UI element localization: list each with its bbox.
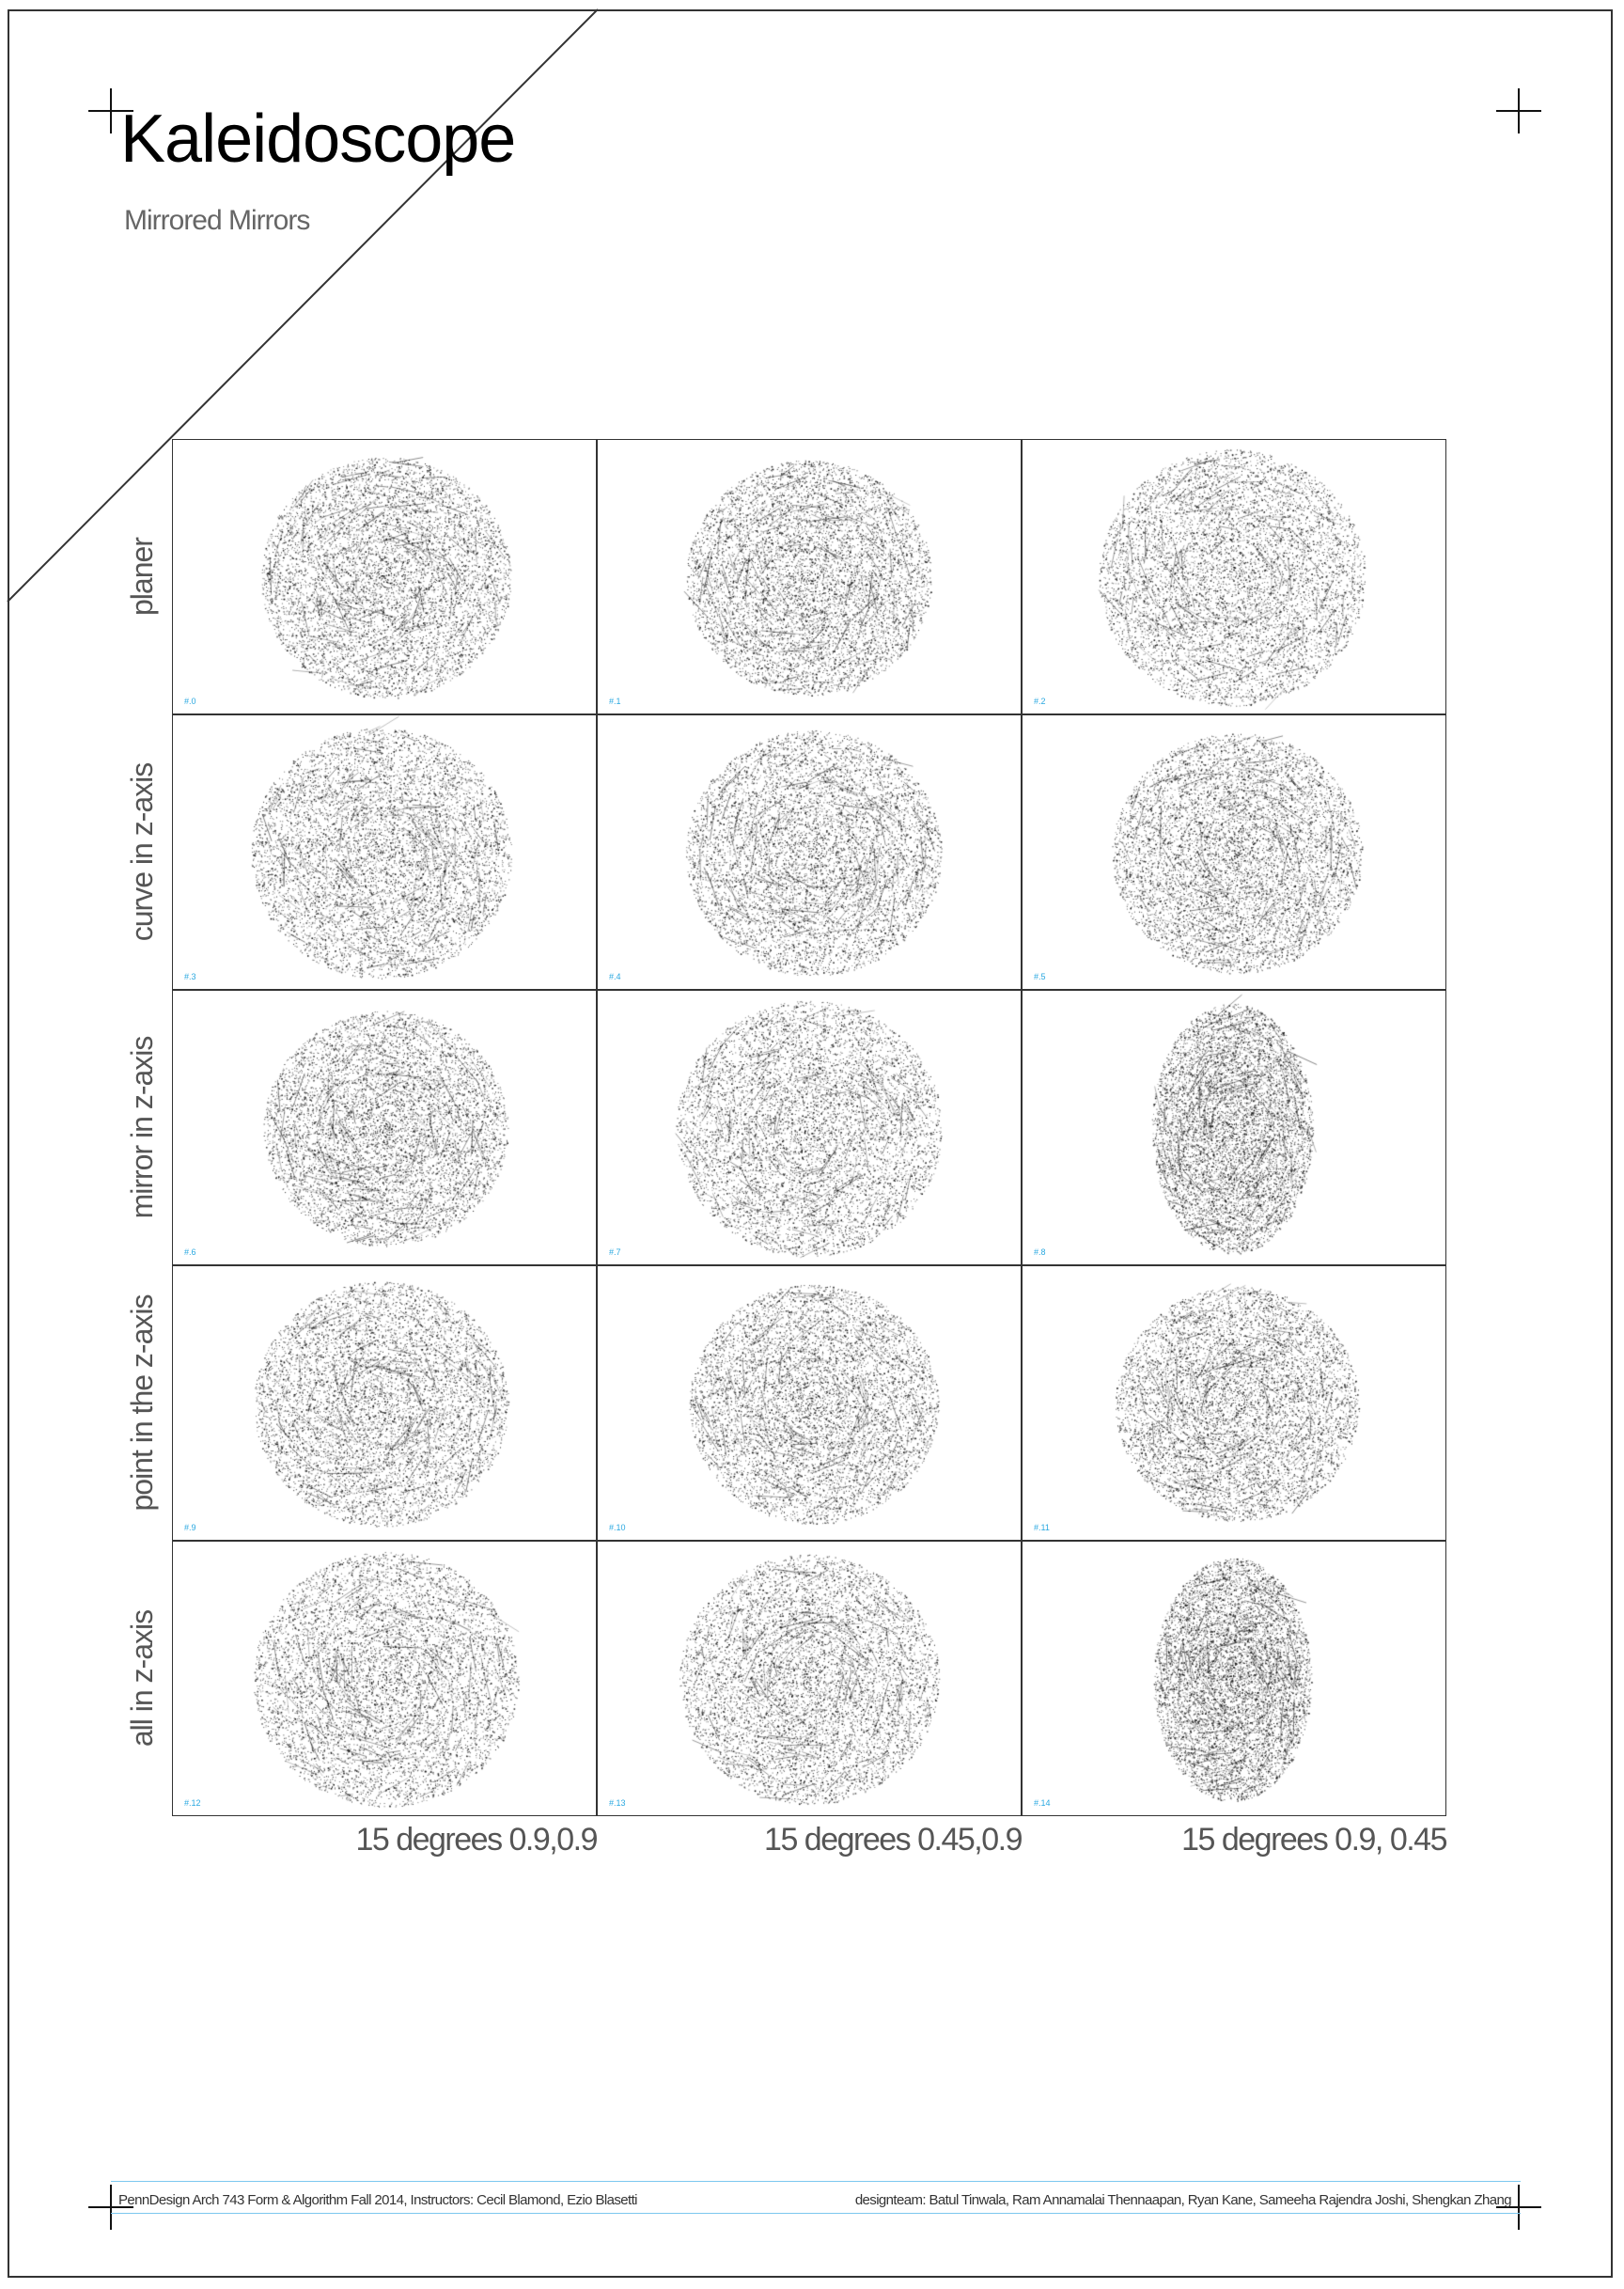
column-label-1: 15 degrees 0.9,0.9 (355, 1822, 598, 1858)
row-label-all: all in z-axis (125, 1609, 159, 1748)
kaleidoscope-pattern-image (173, 1266, 596, 1540)
kaleidoscope-pattern-image (598, 991, 1021, 1264)
crop-mark-top-right (1496, 88, 1541, 133)
crop-mark-top-left (88, 88, 133, 133)
kaleidoscope-pattern-image (1023, 991, 1445, 1264)
pattern-cell: #.0 (172, 439, 597, 714)
footer-rule-bottom (111, 2213, 1521, 2214)
kaleidoscope-pattern-image (598, 1266, 1021, 1540)
row-label-point: point in the z-axis (125, 1294, 159, 1512)
footer-course-credits: PennDesign Arch 743 Form & Algorithm Fal… (118, 2192, 637, 2208)
pattern-grid: #.0 #.1 #.2 #.3 #.4 #.5 #.6 #.7 #.8 #.9 #.10 #.11 #.… (172, 439, 1446, 1816)
cell-id-label: #.4 (609, 972, 621, 981)
cell-id-label: #.8 (1034, 1247, 1046, 1257)
kaleidoscope-pattern-image (598, 715, 1021, 989)
cell-id-label: #.2 (1034, 697, 1046, 706)
row-label-planer: planer (125, 538, 159, 616)
pattern-cell: #.11 (1022, 1265, 1446, 1541)
pattern-cell: #.4 (597, 714, 1022, 990)
pattern-cell: #.9 (172, 1265, 597, 1541)
kaleidoscope-pattern-image (598, 1542, 1021, 1815)
kaleidoscope-pattern-image (173, 715, 596, 989)
pattern-cell: #.2 (1022, 439, 1446, 714)
pattern-cell: #.8 (1022, 990, 1446, 1265)
pattern-cell: #.12 (172, 1541, 597, 1816)
pattern-cell: #.14 (1022, 1541, 1446, 1816)
pattern-cell: #.7 (597, 990, 1022, 1265)
cell-id-label: #.5 (1034, 972, 1046, 981)
kaleidoscope-pattern-image (173, 1542, 596, 1815)
pattern-cell: #.1 (597, 439, 1022, 714)
kaleidoscope-pattern-image (598, 440, 1021, 713)
column-label-3: 15 degrees 0.9, 0.45 (1181, 1822, 1447, 1858)
cell-id-label: #.9 (184, 1523, 196, 1532)
kaleidoscope-pattern-image (1023, 1542, 1445, 1815)
page-title: Kaleidoscope (120, 102, 516, 177)
cell-id-label: #.11 (1034, 1523, 1050, 1532)
cell-id-label: #.0 (184, 697, 196, 706)
cell-id-label: #.1 (609, 697, 621, 706)
page-subtitle: Mirrored Mirrors (124, 205, 310, 236)
page-frame (8, 9, 1613, 2278)
cell-id-label: #.14 (1034, 1798, 1051, 1808)
crop-mark-bottom-left (88, 2185, 133, 2230)
kaleidoscope-pattern-image (1023, 715, 1445, 989)
cell-id-label: #.10 (609, 1523, 626, 1532)
kaleidoscope-pattern-image (1023, 440, 1445, 713)
kaleidoscope-pattern-image (173, 991, 596, 1264)
cell-id-label: #.6 (184, 1247, 196, 1257)
kaleidoscope-pattern-image (173, 440, 596, 713)
column-label-2: 15 degrees 0.45,0.9 (764, 1822, 1023, 1858)
footer-rule-top (111, 2181, 1521, 2182)
cell-id-label: #.12 (184, 1798, 201, 1808)
footer-design-team: designteam: Batul Tinwala, Ram Annamalai… (854, 2192, 1512, 2208)
crop-mark-bottom-right (1496, 2185, 1541, 2230)
pattern-cell: #.13 (597, 1541, 1022, 1816)
pattern-cell: #.10 (597, 1265, 1022, 1541)
cell-id-label: #.13 (609, 1798, 626, 1808)
row-label-mirror: mirror in z-axis (125, 1036, 159, 1219)
pattern-cell: #.5 (1022, 714, 1446, 990)
kaleidoscope-pattern-image (1023, 1266, 1445, 1540)
cell-id-label: #.3 (184, 972, 196, 981)
cell-id-label: #.7 (609, 1247, 621, 1257)
row-label-curve: curve in z-axis (125, 762, 159, 942)
pattern-cell: #.3 (172, 714, 597, 990)
pattern-cell: #.6 (172, 990, 597, 1265)
